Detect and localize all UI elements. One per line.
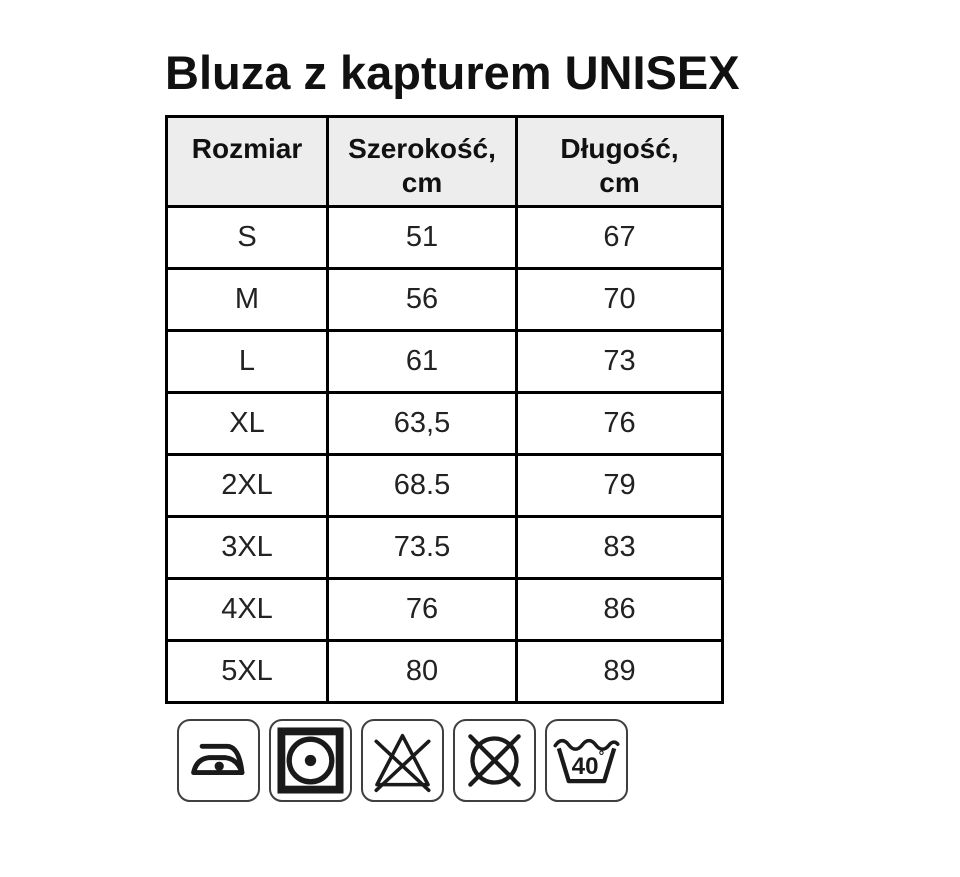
size-cell: L <box>165 329 329 394</box>
length-cell: 67 <box>515 205 724 270</box>
table-row: 2XL 68.5 79 <box>165 453 724 518</box>
column-header-size: Rozmiar <box>165 115 329 208</box>
care-symbol-ironing <box>177 719 260 802</box>
wash-temperature-label: 40 <box>572 753 599 780</box>
length-cell: 76 <box>515 391 724 456</box>
width-cell: 63,5 <box>326 391 518 456</box>
size-cell: S <box>165 205 329 270</box>
table-row: M 56 70 <box>165 267 724 332</box>
care-symbol-tumble-dry <box>269 719 352 802</box>
table-row: L 61 73 <box>165 329 724 394</box>
size-cell: 4XL <box>165 577 329 642</box>
tumble-dry-icon <box>277 727 344 794</box>
size-cell: 5XL <box>165 639 329 704</box>
do-not-bleach-icon <box>374 733 431 793</box>
width-cell: 68.5 <box>326 453 518 518</box>
width-cell: 73.5 <box>326 515 518 580</box>
column-header-length: Długość, cm <box>515 115 724 208</box>
size-cell: XL <box>165 391 329 456</box>
width-cell: 61 <box>326 329 518 394</box>
care-symbol-do-not-bleach <box>361 719 444 802</box>
iron-icon <box>191 743 245 776</box>
care-symbols-row: 40 ° <box>177 719 740 802</box>
care-symbol-do-not-dry-clean <box>453 719 536 802</box>
length-cell: 86 <box>515 577 724 642</box>
size-cell: 3XL <box>165 515 329 580</box>
size-chart-content: Bluza z kapturem UNISEX Rozmiar Szerokoś… <box>165 44 740 802</box>
table-row: 3XL 73.5 83 <box>165 515 724 580</box>
do-not-dry-clean-icon <box>468 734 521 787</box>
column-header-width-line2: cm <box>401 167 443 198</box>
column-header-length-line1: Długość, <box>560 133 679 164</box>
column-header-length-line2: cm <box>599 167 640 198</box>
table-row: 5XL 80 89 <box>165 639 724 704</box>
wash-40-icon: 40 ° <box>553 738 620 784</box>
column-header-width: Szerokość, cm <box>326 115 518 208</box>
width-cell: 51 <box>326 205 518 270</box>
care-symbol-wash-40: 40 ° <box>545 719 628 802</box>
length-cell: 73 <box>515 329 724 394</box>
column-header-width-line1: Szerokość, <box>348 133 496 164</box>
length-cell: 70 <box>515 267 724 332</box>
table-row: 4XL 76 86 <box>165 577 724 642</box>
width-cell: 56 <box>326 267 518 332</box>
width-cell: 76 <box>326 577 518 642</box>
length-cell: 79 <box>515 453 724 518</box>
wash-degree-symbol: ° <box>599 749 605 765</box>
column-header-size-line1: Rozmiar <box>191 133 303 164</box>
length-cell: 89 <box>515 639 724 704</box>
table-row: S 51 67 <box>165 205 724 270</box>
size-table: Rozmiar Szerokość, cm Długość, cm S <box>165 115 724 704</box>
size-cell: M <box>165 267 329 332</box>
table-header-row: Rozmiar Szerokość, cm Długość, cm <box>165 115 724 208</box>
page-title: Bluza z kapturem UNISEX <box>165 46 740 99</box>
table-row: XL 63,5 76 <box>165 391 724 456</box>
size-cell: 2XL <box>165 453 329 518</box>
width-cell: 80 <box>326 639 518 704</box>
length-cell: 83 <box>515 515 724 580</box>
